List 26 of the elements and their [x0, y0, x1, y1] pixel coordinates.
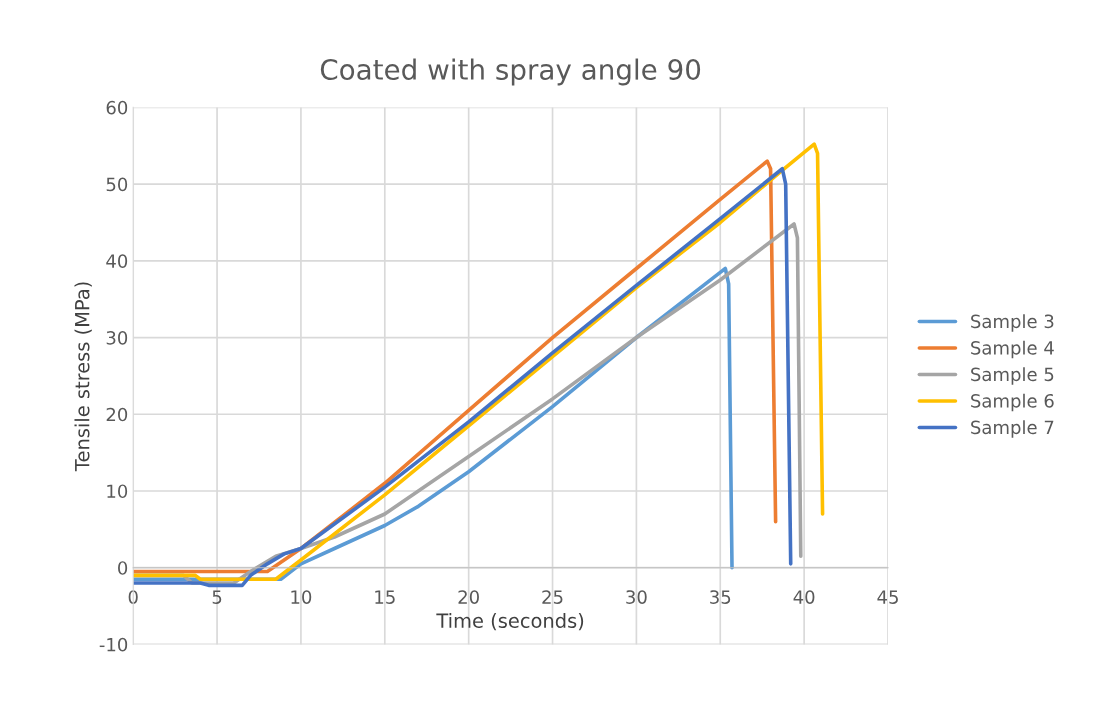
y-tick-label: 60 — [106, 100, 128, 115]
y-axis-title: Tensile stress (MPa) — [74, 282, 92, 472]
x-tick-label: 35 — [710, 590, 731, 604]
y-tick-label: 20 — [106, 407, 128, 422]
x-tick-label: 30 — [626, 590, 647, 604]
chart-title: Coated with spray angle 90 — [320, 58, 701, 86]
legend-label: Sample 6 — [971, 393, 1054, 412]
x-tick-label: 40 — [793, 590, 815, 604]
x-tick-label: 10 — [291, 590, 312, 604]
y-tick-label: 50 — [106, 177, 128, 192]
x-tick-label: 45 — [877, 590, 898, 604]
y-tick-label: 40 — [106, 254, 128, 268]
y-tick-label: 0 — [118, 561, 128, 575]
legend-label: Sample 5 — [971, 367, 1054, 385]
x-axis-title: Time (seconds) — [436, 612, 584, 631]
legend-label: Sample 7 — [971, 420, 1054, 438]
x-tick-label: 25 — [542, 590, 563, 604]
x-tick-label: 20 — [458, 590, 479, 604]
x-tick-label: 15 — [375, 590, 395, 604]
legend-label: Sample 3 — [971, 314, 1054, 332]
y-tick-label: 30 — [106, 331, 128, 345]
y-tick-label: 10 — [107, 484, 128, 499]
y-tick-label: -10 — [99, 637, 128, 652]
x-tick-label: 0 — [128, 590, 138, 604]
x-tick-label: 5 — [212, 590, 222, 604]
legend-label: Sample 4 — [971, 340, 1054, 359]
